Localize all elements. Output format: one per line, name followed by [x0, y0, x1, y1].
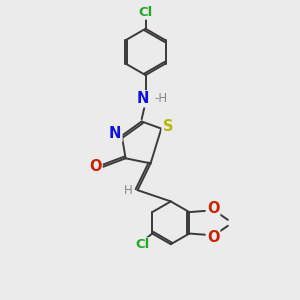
- Text: N: N: [137, 92, 149, 106]
- Text: S: S: [163, 119, 173, 134]
- Text: N: N: [109, 127, 122, 142]
- Text: Cl: Cl: [135, 238, 149, 251]
- Text: O: O: [207, 230, 219, 245]
- Text: H: H: [124, 184, 133, 197]
- Text: -H: -H: [154, 92, 168, 105]
- Text: Cl: Cl: [138, 6, 153, 19]
- Text: O: O: [207, 201, 219, 216]
- Text: O: O: [89, 159, 102, 174]
